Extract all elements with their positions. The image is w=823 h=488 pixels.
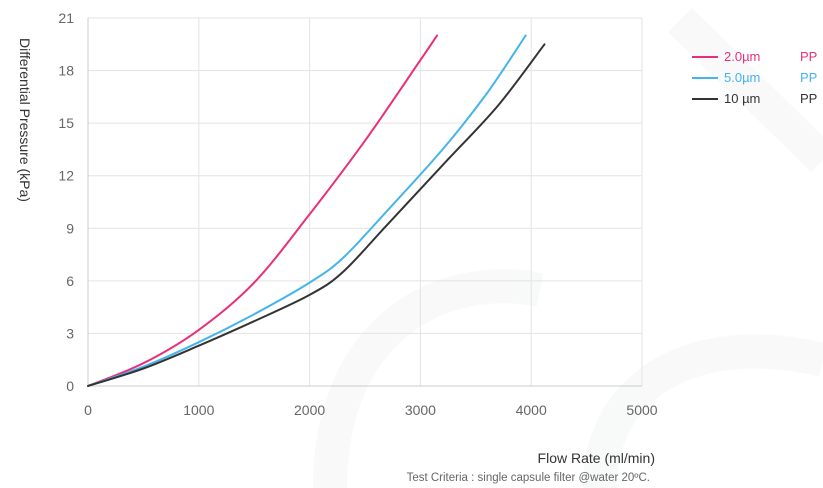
x-axis-title: Flow Rate (ml/min) [538,450,655,466]
legend-material-label: PP [800,49,817,64]
legend-size-label: 5.0µm [724,70,760,85]
x-tick-label: 1000 [183,402,214,418]
y-tick-label: 12 [58,168,74,184]
test-criteria-note: Test Criteria : single capsule filter @w… [407,472,650,484]
y-tick-label: 0 [66,378,74,394]
y-tick-label: 6 [66,273,74,289]
y-tick-label: 9 [66,220,74,236]
series-line-2 [87,34,527,387]
series-line-1 [87,34,438,387]
x-tick-label: 2000 [294,402,325,418]
legend-material-label: PP [800,70,817,85]
x-tick-label: 4000 [516,402,547,418]
series-lines [87,34,546,387]
legend: 2.0µm PP 5.0µm PP 10 µm PP [692,49,817,106]
y-tick-label: 3 [66,325,74,341]
y-tick-label: 15 [58,115,74,131]
legend-size-label: 2.0µm [724,49,760,64]
legend-size-label: 10 µm [724,91,760,106]
legend-material-label: PP [800,91,817,106]
x-tick-label: 5000 [626,402,657,418]
y-axis-title: Differential Pressure (kPa) [17,38,33,202]
watermark [313,7,823,488]
x-tick-label: 3000 [405,402,436,418]
series-line-3 [87,43,546,387]
axes: 0 1000 2000 3000 4000 5000 0 3 6 9 12 15 18 21 [58,10,657,418]
y-tick-label: 21 [58,10,74,26]
y-tick-label: 18 [58,63,74,79]
x-tick-label: 0 [84,402,92,418]
